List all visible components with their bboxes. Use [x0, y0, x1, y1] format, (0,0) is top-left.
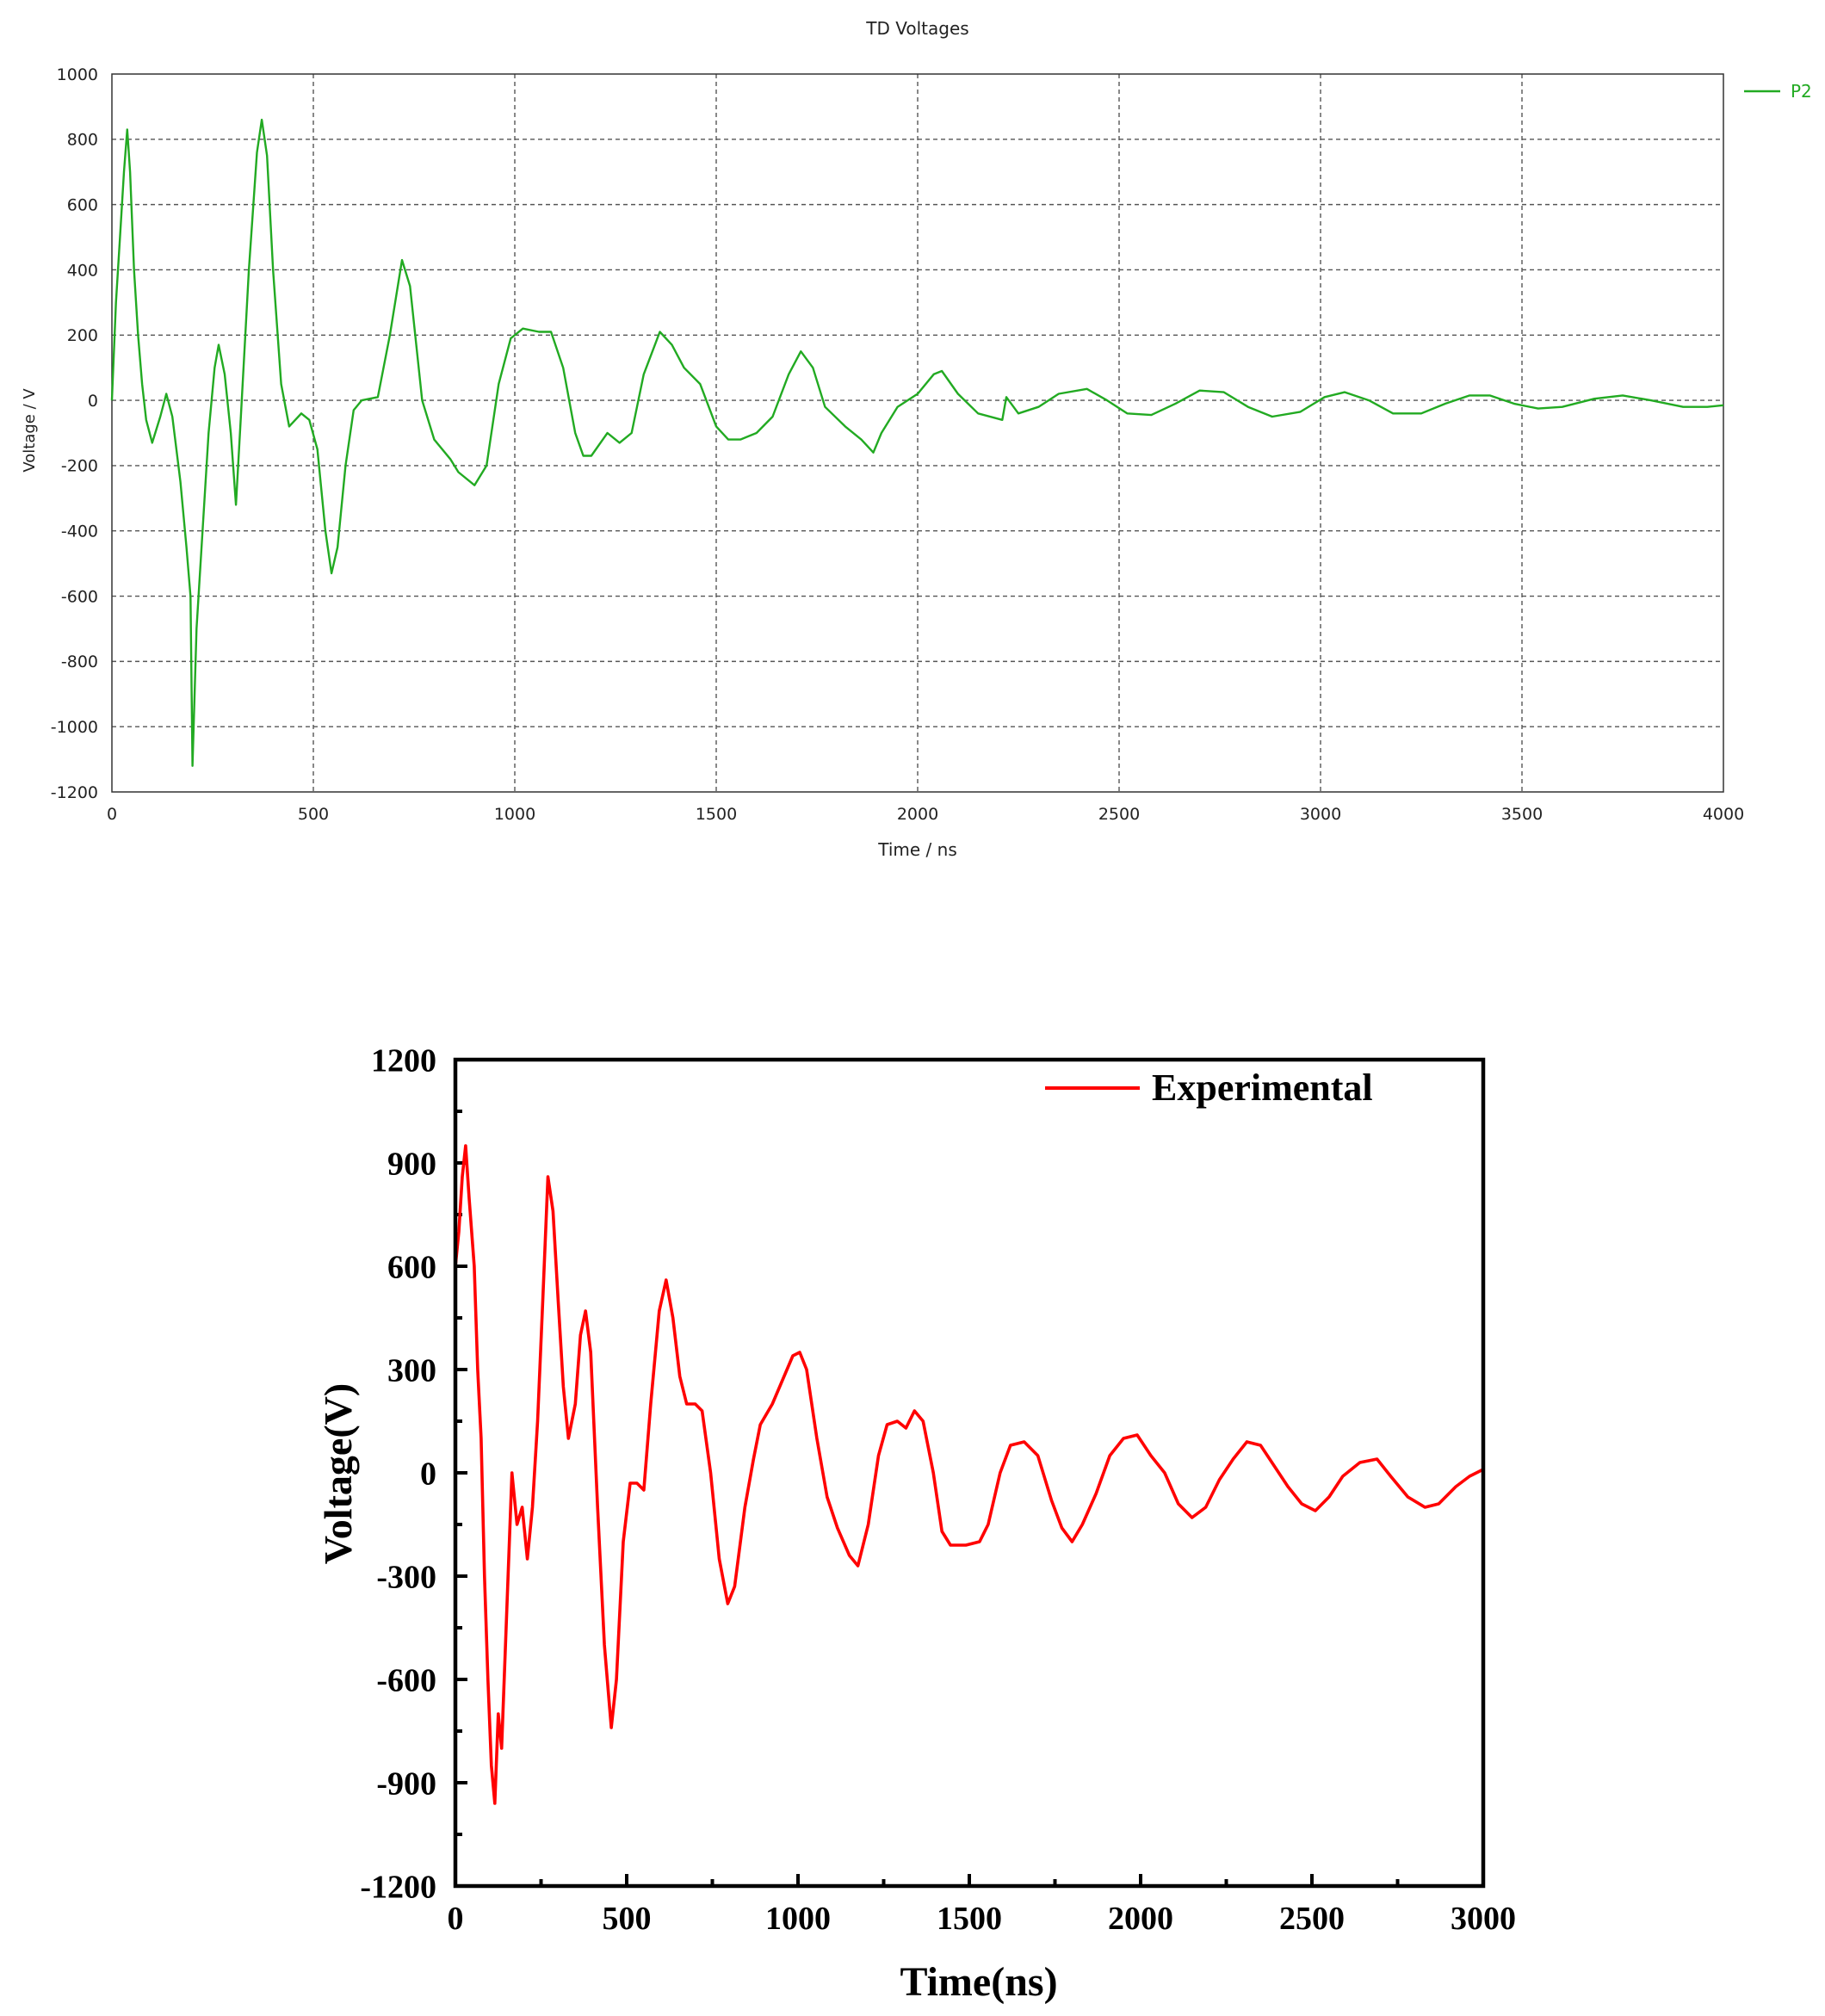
chart1-ytick-label-11: -1200: [51, 783, 98, 802]
chart1-ytick-label-1: 800: [67, 131, 98, 150]
chart2-xtick-label-1: 500: [603, 1901, 652, 1937]
chart1-ytick-label-2: 600: [67, 195, 98, 214]
chart1-plot-frame: [111, 73, 1724, 793]
chart1-ytick-label-6: -200: [61, 457, 98, 476]
chart1-ytick-label-3: 400: [67, 261, 98, 280]
chart1-xlabel: Time / ns: [877, 839, 957, 860]
chart1-legend-label-p2: P2: [1791, 81, 1812, 102]
chart2-xtick-label-3: 1500: [937, 1901, 1002, 1937]
chart1-ytick-label-5: 0: [88, 392, 98, 411]
chart1-xtick-label-7: 3500: [1501, 805, 1543, 824]
chart2-xlabel: Time(ns): [900, 1959, 1057, 2005]
chart1-ylabel: Voltage / V: [21, 388, 39, 473]
chart1-xtick-label-2: 1000: [494, 805, 535, 824]
chart2-xtick-label-6: 3000: [1451, 1901, 1516, 1937]
chart1-legend: P2: [1744, 81, 1812, 102]
chart2-ytick-label-0: 1200: [371, 1043, 436, 1079]
chart2-legend-label-experimental: Experimental: [1152, 1067, 1373, 1109]
td-voltages-chart: TD Voltages Voltage / V Time / ns 1000 80…: [21, 18, 1812, 860]
chart2-ylabel: Voltage(V): [316, 1383, 360, 1564]
chart1-title: TD Voltages: [865, 18, 968, 39]
chart2-xtick-label-2: 1000: [765, 1901, 831, 1937]
chart1-ytick-label-8: -600: [61, 587, 98, 606]
chart1-xtick-label-1: 500: [298, 805, 329, 824]
chart1-xtick-label-6: 3000: [1300, 805, 1341, 824]
chart1-ytick-label-9: -800: [61, 652, 98, 671]
chart1-xtick-label-0: 0: [107, 805, 117, 824]
chart2-ytick-label-5: -300: [376, 1560, 436, 1596]
chart2-plot-frame: [453, 1057, 1486, 1889]
chart2-ytick-label-4: 0: [420, 1456, 436, 1493]
chart2-ytick-label-8: -1200: [360, 1870, 436, 1906]
chart2-legend: Experimental: [1045, 1067, 1373, 1109]
chart1-ytick-label-4: 200: [67, 326, 98, 345]
chart2-ytick-label-1: 900: [387, 1147, 436, 1183]
chart1-series-p2-line: [110, 118, 1724, 767]
chart2-ytick-label-6: -600: [376, 1663, 436, 1699]
chart1-xtick-label-4: 2000: [897, 805, 938, 824]
chart1-xtick-label-3: 1500: [696, 805, 737, 824]
chart1-xtick-label-5: 2500: [1098, 805, 1140, 824]
chart1-ytick-label-0: 1000: [57, 65, 98, 84]
experimental-chart: Voltage(V) Time(ns) 12009006003000-300-6…: [316, 1043, 1516, 2005]
chart2-ytick-label-2: 600: [387, 1250, 436, 1286]
chart1-ytick-label-7: -400: [61, 523, 98, 541]
chart2-series-experimental-line: [454, 1144, 1484, 1805]
chart2-ytick-label-7: -900: [376, 1766, 436, 1803]
chart1-xtick-label-8: 4000: [1703, 805, 1744, 824]
chart1-ytick-label-10: -1000: [51, 718, 98, 737]
chart2-xtick-label-4: 2000: [1108, 1901, 1173, 1937]
chart2-xtick-label-5: 2500: [1279, 1901, 1345, 1937]
chart2-ytick-label-3: 300: [387, 1353, 436, 1389]
chart2-xtick-label-0: 0: [448, 1901, 464, 1937]
